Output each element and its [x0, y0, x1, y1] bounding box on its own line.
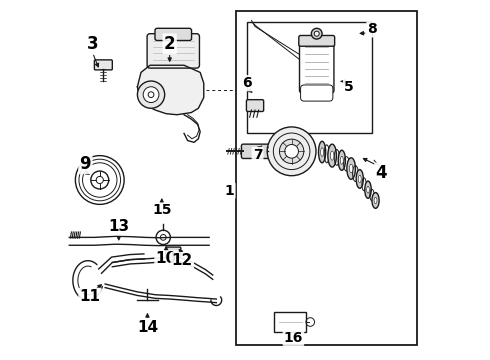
- Text: 3: 3: [87, 35, 98, 53]
- Bar: [247, 22, 372, 134]
- Circle shape: [137, 81, 165, 108]
- FancyBboxPatch shape: [300, 85, 333, 101]
- Circle shape: [91, 171, 109, 189]
- Circle shape: [279, 139, 304, 163]
- Text: 8: 8: [368, 22, 377, 36]
- Text: 6: 6: [242, 76, 251, 90]
- Text: 9: 9: [79, 155, 91, 173]
- Text: 16: 16: [284, 331, 303, 345]
- Ellipse shape: [367, 186, 369, 193]
- Text: 10: 10: [155, 251, 177, 266]
- Text: 5: 5: [344, 80, 354, 94]
- Text: 11: 11: [79, 289, 100, 304]
- FancyBboxPatch shape: [155, 28, 192, 41]
- Ellipse shape: [338, 150, 345, 170]
- Ellipse shape: [356, 170, 364, 188]
- FancyBboxPatch shape: [147, 34, 199, 68]
- FancyBboxPatch shape: [299, 36, 335, 46]
- Text: 12: 12: [172, 253, 193, 268]
- Circle shape: [96, 176, 103, 184]
- Circle shape: [285, 144, 298, 158]
- Ellipse shape: [372, 193, 379, 208]
- Text: 15: 15: [152, 203, 172, 217]
- Ellipse shape: [374, 197, 377, 204]
- FancyBboxPatch shape: [299, 41, 334, 93]
- Bar: [236, 12, 417, 345]
- Circle shape: [143, 87, 159, 103]
- Ellipse shape: [328, 144, 337, 167]
- FancyBboxPatch shape: [242, 144, 270, 158]
- Ellipse shape: [347, 158, 355, 179]
- Text: 1: 1: [225, 184, 234, 198]
- FancyBboxPatch shape: [246, 100, 264, 112]
- Circle shape: [314, 31, 319, 36]
- Bar: [274, 312, 306, 332]
- Circle shape: [148, 92, 154, 98]
- Text: 13: 13: [108, 219, 129, 234]
- FancyBboxPatch shape: [166, 247, 181, 256]
- Ellipse shape: [320, 148, 323, 156]
- Ellipse shape: [341, 156, 343, 164]
- Ellipse shape: [318, 141, 326, 163]
- Text: 14: 14: [137, 320, 158, 334]
- Ellipse shape: [365, 181, 371, 198]
- FancyBboxPatch shape: [95, 60, 112, 70]
- Polygon shape: [137, 65, 204, 115]
- Text: 4: 4: [375, 164, 387, 182]
- Circle shape: [311, 28, 322, 39]
- Ellipse shape: [349, 164, 353, 173]
- Ellipse shape: [358, 175, 361, 183]
- Text: 7: 7: [253, 148, 262, 162]
- Text: 2: 2: [164, 35, 175, 53]
- Ellipse shape: [330, 151, 334, 160]
- Circle shape: [267, 127, 316, 176]
